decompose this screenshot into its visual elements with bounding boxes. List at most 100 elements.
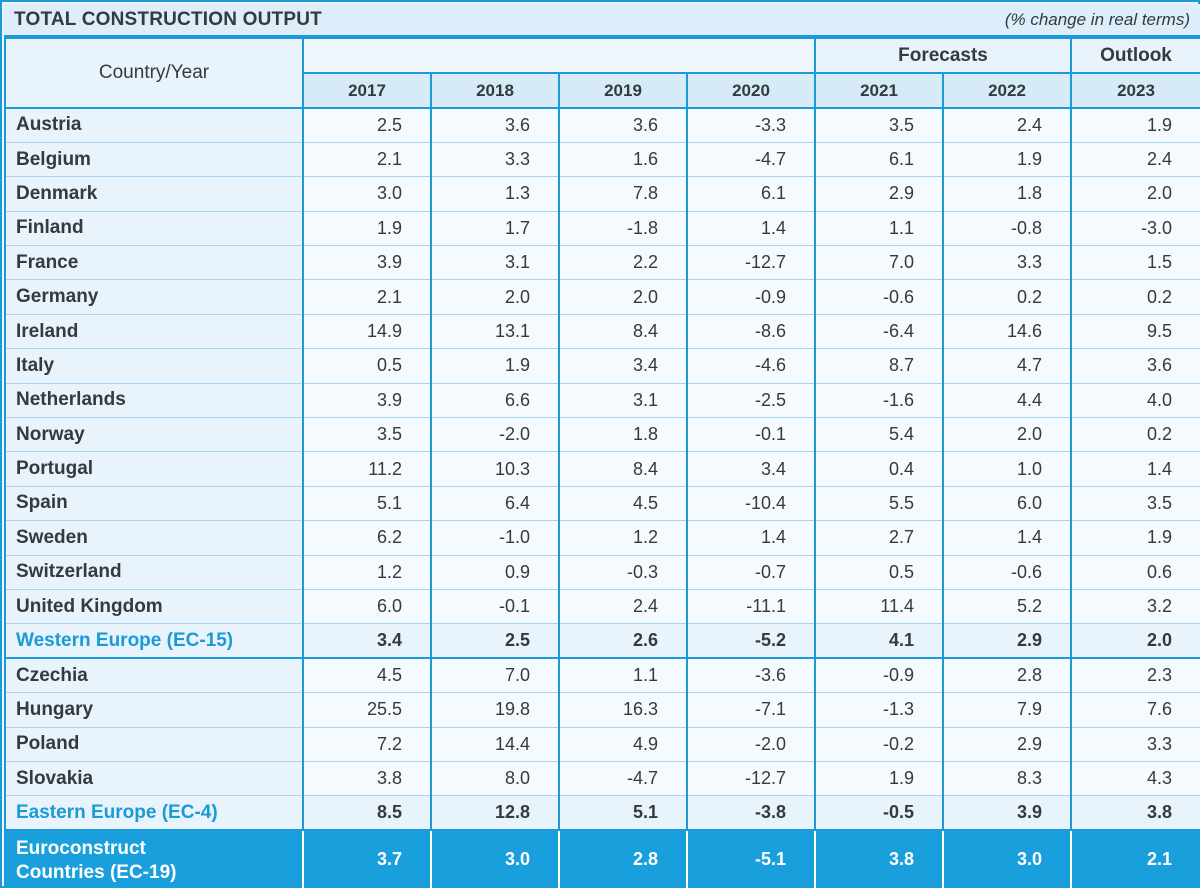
column-group-forecasts: Forecasts [814, 37, 1072, 74]
country-year-header: Country/Year [4, 37, 304, 109]
value-cell: -3.6 [686, 658, 816, 694]
value-cell: -5.1 [686, 830, 816, 888]
total-label-line: Countries (EC-19) [16, 861, 177, 883]
table-row: Denmark 3.0 1.3 7.8 6.1 2.9 1.8 2.0 [4, 176, 1200, 212]
row-label: Denmark [4, 176, 304, 212]
row-label: Norway [4, 417, 304, 453]
value-cell: 1.5 [1070, 245, 1200, 281]
value-cell: 6.1 [686, 176, 816, 212]
value-cell: 4.1 [814, 623, 944, 660]
value-cell: 2.1 [302, 279, 432, 315]
value-cell: -0.3 [558, 555, 688, 590]
value-cell: 11.4 [814, 589, 944, 625]
value-cell: -2.0 [430, 417, 560, 453]
table-row: Switzerland 1.2 0.9 -0.3 -0.7 0.5 -0.6 0.6 [4, 555, 1200, 590]
value-cell: -8.6 [686, 314, 816, 350]
value-cell: 2.8 [558, 830, 688, 888]
value-cell: 1.9 [430, 348, 560, 384]
value-cell: -7.1 [686, 692, 816, 728]
value-cell: -0.9 [814, 658, 944, 694]
value-cell: 2.1 [302, 142, 432, 178]
value-cell: 3.5 [1070, 486, 1200, 522]
row-label: Western Europe (EC-15) [4, 623, 304, 660]
year-header: 2019 [558, 72, 688, 109]
table-row: Italy 0.5 1.9 3.4 -4.6 8.7 4.7 3.6 [4, 348, 1200, 384]
table-row: Netherlands 3.9 6.6 3.1 -2.5 -1.6 4.4 4.0 [4, 383, 1200, 419]
value-cell: 14.6 [942, 314, 1072, 350]
value-cell: 1.9 [302, 211, 432, 247]
column-group-outlook: Outlook [1070, 37, 1200, 74]
table-row: Spain 5.1 6.4 4.5 -10.4 5.5 6.0 3.5 [4, 486, 1200, 522]
header-row-groups: Country/Year Forecasts Outlook [4, 37, 1200, 109]
value-cell: -1.6 [814, 383, 944, 419]
row-label: Italy [4, 348, 304, 384]
value-cell: 0.9 [430, 555, 560, 590]
value-cell: 3.4 [302, 623, 432, 660]
value-cell: -0.8 [942, 211, 1072, 247]
value-cell: -2.5 [686, 383, 816, 419]
row-label: Germany [4, 279, 304, 315]
row-label: United Kingdom [4, 589, 304, 625]
value-cell: 2.8 [942, 658, 1072, 694]
value-cell: 2.0 [430, 279, 560, 315]
table-row: Finland 1.9 1.7 -1.8 1.4 1.1 -0.8 -3.0 [4, 211, 1200, 247]
value-cell: 2.0 [558, 279, 688, 315]
value-cell: 1.8 [942, 176, 1072, 212]
value-cell: 1.1 [558, 658, 688, 694]
header-row-years: 2017 2018 2019 2020 2021 2022 2023 [5, 72, 1200, 109]
value-cell: 3.0 [302, 176, 432, 212]
value-cell: 0.2 [942, 279, 1072, 315]
value-cell: -2.0 [686, 727, 816, 762]
row-label: Austria [4, 108, 304, 143]
value-cell: 5.1 [302, 486, 432, 522]
value-cell: -10.4 [686, 486, 816, 522]
value-cell: -4.7 [558, 761, 688, 797]
column-group-historical [302, 37, 816, 74]
value-cell: 1.4 [1070, 451, 1200, 487]
value-cell: 0.4 [814, 451, 944, 487]
row-label: Hungary [4, 692, 304, 728]
value-cell: 2.5 [302, 108, 432, 143]
value-cell: 6.0 [942, 486, 1072, 522]
year-header: 2018 [430, 72, 560, 109]
row-label: Finland [4, 211, 304, 247]
table-row: Sweden 6.2 -1.0 1.2 1.4 2.7 1.4 1.9 [4, 520, 1200, 556]
row-label: Poland [4, 727, 304, 762]
value-cell: 5.2 [942, 589, 1072, 625]
value-cell: 3.7 [302, 830, 432, 888]
value-cell: -11.1 [686, 589, 816, 625]
value-cell: 4.5 [302, 658, 432, 694]
value-cell: 14.4 [430, 727, 560, 762]
value-cell: 6.4 [430, 486, 560, 522]
value-cell: 0.2 [1070, 279, 1200, 315]
year-header: 2017 [302, 72, 432, 109]
value-cell: 3.1 [558, 383, 688, 419]
value-cell: 1.4 [686, 520, 816, 556]
value-cell: 1.9 [814, 761, 944, 797]
value-cell: 7.2 [302, 727, 432, 762]
aggregate-row: Western Europe (EC-15) 3.4 2.5 2.6 -5.2 4.1 2.… [4, 623, 1200, 660]
table-row: Norway 3.5 -2.0 1.8 -0.1 5.4 2.0 0.2 [4, 417, 1200, 453]
value-cell: -0.6 [942, 555, 1072, 590]
value-cell: 1.7 [430, 211, 560, 247]
value-cell: 16.3 [558, 692, 688, 728]
value-cell: -12.7 [686, 245, 816, 281]
row-label: Slovakia [4, 761, 304, 797]
table-row: Poland 7.2 14.4 4.9 -2.0 -0.2 2.9 3.3 [4, 727, 1200, 762]
row-label: Eastern Europe (EC-4) [4, 795, 304, 832]
value-cell: 7.0 [814, 245, 944, 281]
row-label: Netherlands [4, 383, 304, 419]
value-cell: -6.4 [814, 314, 944, 350]
value-cell: 6.0 [302, 589, 432, 625]
value-cell: -3.3 [686, 108, 816, 143]
title-bar: TOTAL CONSTRUCTION OUTPUT (% change in r… [4, 4, 1200, 37]
value-cell: -0.7 [686, 555, 816, 590]
value-cell: 3.8 [302, 761, 432, 797]
data-table: Country/Year Forecasts Outlook 2017 2018… [4, 37, 1200, 888]
value-cell: 1.2 [558, 520, 688, 556]
value-cell: 3.9 [942, 795, 1072, 832]
value-cell: 9.5 [1070, 314, 1200, 350]
value-cell: 5.4 [814, 417, 944, 453]
value-cell: 3.6 [430, 108, 560, 143]
